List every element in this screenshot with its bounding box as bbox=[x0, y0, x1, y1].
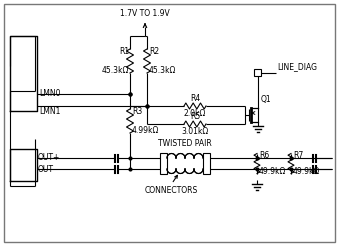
Text: TWISTED PAIR: TWISTED PAIR bbox=[158, 139, 212, 149]
Text: 49.9kΩ: 49.9kΩ bbox=[293, 168, 320, 176]
Text: R3: R3 bbox=[132, 107, 142, 116]
Text: 3.01kΩ: 3.01kΩ bbox=[181, 127, 208, 136]
Text: OUT+: OUT+ bbox=[38, 154, 60, 163]
Text: 45.3kΩ: 45.3kΩ bbox=[149, 66, 176, 75]
Text: LMN0: LMN0 bbox=[39, 90, 60, 98]
Text: R4: R4 bbox=[190, 94, 200, 103]
Text: LMN1: LMN1 bbox=[39, 107, 60, 116]
Text: 2.0kΩ: 2.0kΩ bbox=[184, 109, 206, 118]
Bar bbox=[254, 69, 261, 76]
Text: R5: R5 bbox=[190, 112, 200, 121]
Text: LINE_DIAG: LINE_DIAG bbox=[277, 62, 317, 72]
Text: 45.3kΩ: 45.3kΩ bbox=[102, 66, 129, 75]
Text: 1.7V TO 1.9V: 1.7V TO 1.9V bbox=[120, 9, 170, 18]
Text: 4.99kΩ: 4.99kΩ bbox=[132, 126, 159, 135]
Bar bbox=[167, 153, 203, 174]
Text: R1: R1 bbox=[119, 47, 129, 56]
Text: Q1: Q1 bbox=[261, 95, 272, 104]
Text: R7: R7 bbox=[293, 151, 303, 159]
Text: CONNECTORS: CONNECTORS bbox=[145, 186, 198, 195]
Text: 49.9kΩ: 49.9kΩ bbox=[259, 168, 286, 176]
Text: R2: R2 bbox=[149, 47, 159, 56]
Text: OUT-: OUT- bbox=[38, 165, 56, 173]
Bar bbox=[160, 153, 167, 174]
Text: R6: R6 bbox=[259, 151, 269, 159]
Bar bbox=[203, 153, 210, 174]
